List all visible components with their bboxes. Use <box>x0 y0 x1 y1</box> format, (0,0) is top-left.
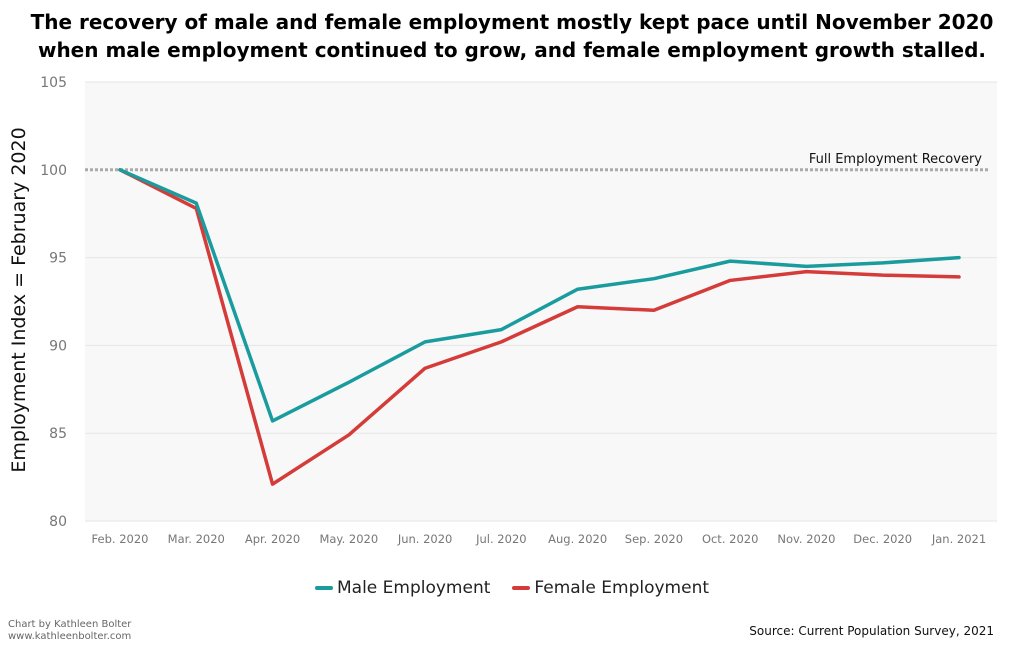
legend-label-male: Male Employment <box>336 578 491 598</box>
legend-label-female: Female Employment <box>534 578 710 598</box>
x-tick-label: Dec. 2020 <box>853 532 912 546</box>
chart-title-line-1: The recovery of male and female employme… <box>30 10 994 34</box>
x-tick-label: Mar. 2020 <box>168 532 225 546</box>
legend-item-female: Female Employment <box>512 578 709 598</box>
y-tick-label: 85 <box>49 426 67 442</box>
source-note: Source: Current Population Survey, 2021 <box>749 624 994 638</box>
y-tick-label: 95 <box>49 251 67 267</box>
legend-swatch-male <box>314 586 333 590</box>
x-tick-label: Feb. 2020 <box>92 532 149 546</box>
female-employment-line <box>118 168 961 486</box>
x-tick-label: Sep. 2020 <box>625 532 683 546</box>
reference-line-label: Full Employment Recovery <box>809 152 982 167</box>
credit-website: www.kathleenbolter.com <box>8 631 132 642</box>
x-tick-label: May. 2020 <box>319 532 378 546</box>
x-tick-label: Nov. 2020 <box>777 532 835 546</box>
x-tick-label: Apr. 2020 <box>245 532 300 546</box>
y-tick-label: 105 <box>40 75 67 91</box>
male-employment-line <box>118 168 961 423</box>
chart-credit: Chart by Kathleen Bolter www.kathleenbol… <box>8 619 131 643</box>
line-chart: 80 85 90 95 100 105 Full Employment Recovery Fe… <box>40 75 997 546</box>
x-tick-label: Oct. 2020 <box>702 532 758 546</box>
legend: Male Employment Female Employment <box>0 578 1024 598</box>
legend-swatch-female <box>512 586 531 590</box>
y-tick-label: 100 <box>40 163 67 179</box>
x-tick-label: Aug. 2020 <box>548 532 607 546</box>
chart-title-line-2: when male employment continued to grow, … <box>37 38 987 62</box>
legend-item-male: Male Employment <box>314 578 491 598</box>
y-tick-label: 80 <box>49 514 67 530</box>
chart-title: The recovery of male and female employme… <box>0 8 1024 64</box>
x-tick-label: Jul. 2020 <box>475 532 526 546</box>
plot-area <box>85 82 997 521</box>
y-tick-label: 90 <box>49 338 67 354</box>
x-tick-label: Jan. 2021 <box>931 532 986 546</box>
x-tick-label: Jun. 2020 <box>397 532 453 546</box>
credit-author: Chart by Kathleen Bolter <box>8 619 132 630</box>
